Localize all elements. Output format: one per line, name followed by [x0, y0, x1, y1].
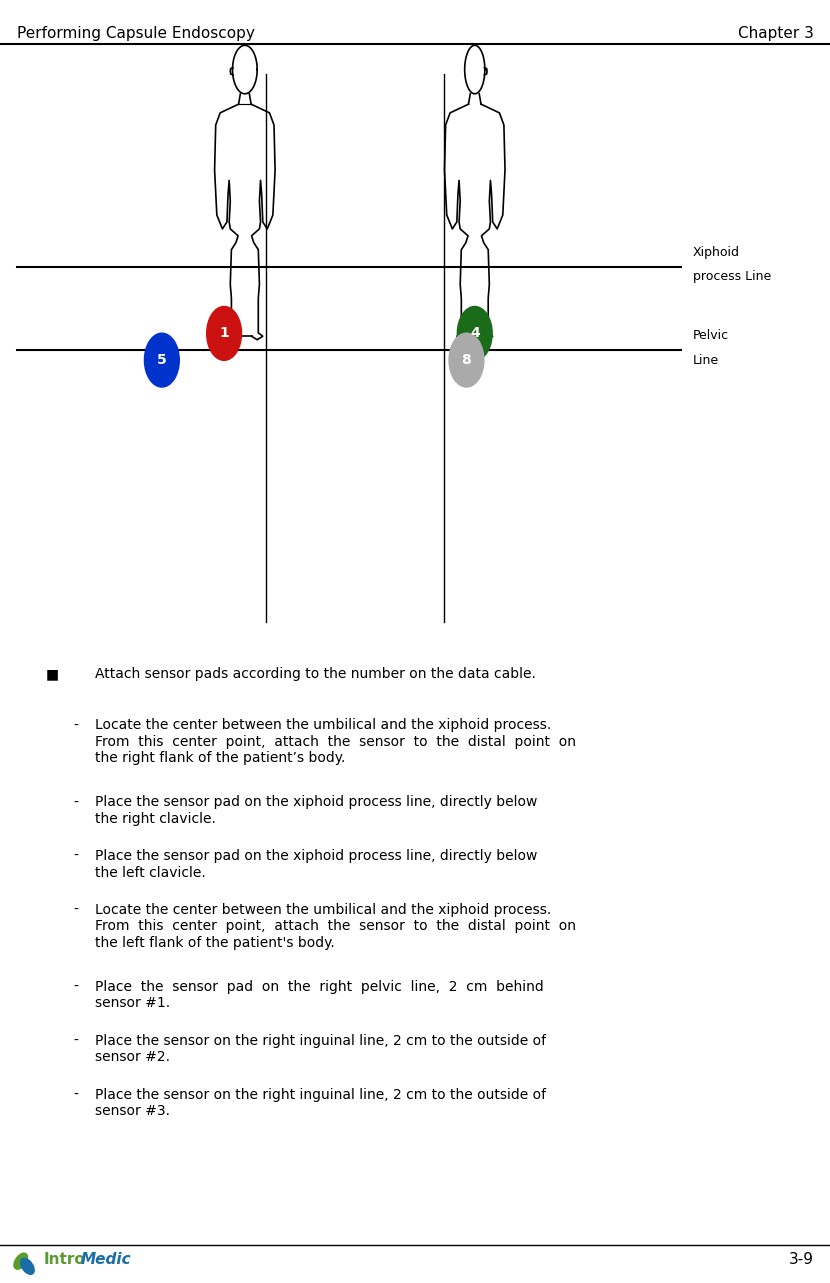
Text: -: -	[73, 1034, 78, 1048]
Text: Intro: Intro	[43, 1252, 85, 1268]
Text: Performing Capsule Endoscopy: Performing Capsule Endoscopy	[17, 26, 255, 41]
Circle shape	[207, 307, 242, 361]
Text: Medic: Medic	[81, 1252, 131, 1268]
Text: Place the sensor on the right inguinal line, 2 cm to the outside of
sensor #2.: Place the sensor on the right inguinal l…	[95, 1034, 547, 1065]
Text: -: -	[73, 849, 78, 863]
Text: Place the sensor pad on the xiphoid process line, directly below
the right clavi: Place the sensor pad on the xiphoid proc…	[95, 795, 538, 826]
Text: 4: 4	[470, 326, 480, 340]
Ellipse shape	[14, 1253, 27, 1269]
Circle shape	[144, 334, 179, 387]
Text: process Line: process Line	[693, 271, 771, 284]
Text: -: -	[73, 795, 78, 810]
Text: -: -	[73, 1088, 78, 1102]
Text: Locate the center between the umbilical and the xiphoid process.
From  this  cen: Locate the center between the umbilical …	[95, 903, 577, 949]
Text: Xiphoid: Xiphoid	[693, 246, 740, 259]
Text: Chapter 3: Chapter 3	[738, 26, 813, 41]
Text: ■: ■	[46, 667, 59, 681]
Text: Locate the center between the umbilical and the xiphoid process.
From  this  cen: Locate the center between the umbilical …	[95, 718, 577, 765]
Text: 5: 5	[157, 353, 167, 367]
Circle shape	[449, 334, 484, 387]
Text: Attach sensor pads according to the number on the data cable.: Attach sensor pads according to the numb…	[95, 667, 536, 681]
Text: Line: Line	[693, 354, 719, 367]
Text: Pelvic: Pelvic	[693, 330, 730, 343]
Text: -: -	[73, 980, 78, 994]
Text: 8: 8	[461, 353, 471, 367]
Text: -: -	[73, 718, 78, 733]
Ellipse shape	[21, 1259, 34, 1274]
Text: 1: 1	[219, 326, 229, 340]
Text: -: -	[73, 903, 78, 917]
Text: 3-9: 3-9	[788, 1252, 813, 1268]
Circle shape	[457, 307, 492, 361]
Text: Place the sensor pad on the xiphoid process line, directly below
the left clavic: Place the sensor pad on the xiphoid proc…	[95, 849, 538, 880]
Text: Place the sensor on the right inguinal line, 2 cm to the outside of
sensor #3.: Place the sensor on the right inguinal l…	[95, 1088, 547, 1119]
Text: Place  the  sensor  pad  on  the  right  pelvic  line,  2  cm  behind
sensor #1.: Place the sensor pad on the right pelvic…	[95, 980, 544, 1011]
